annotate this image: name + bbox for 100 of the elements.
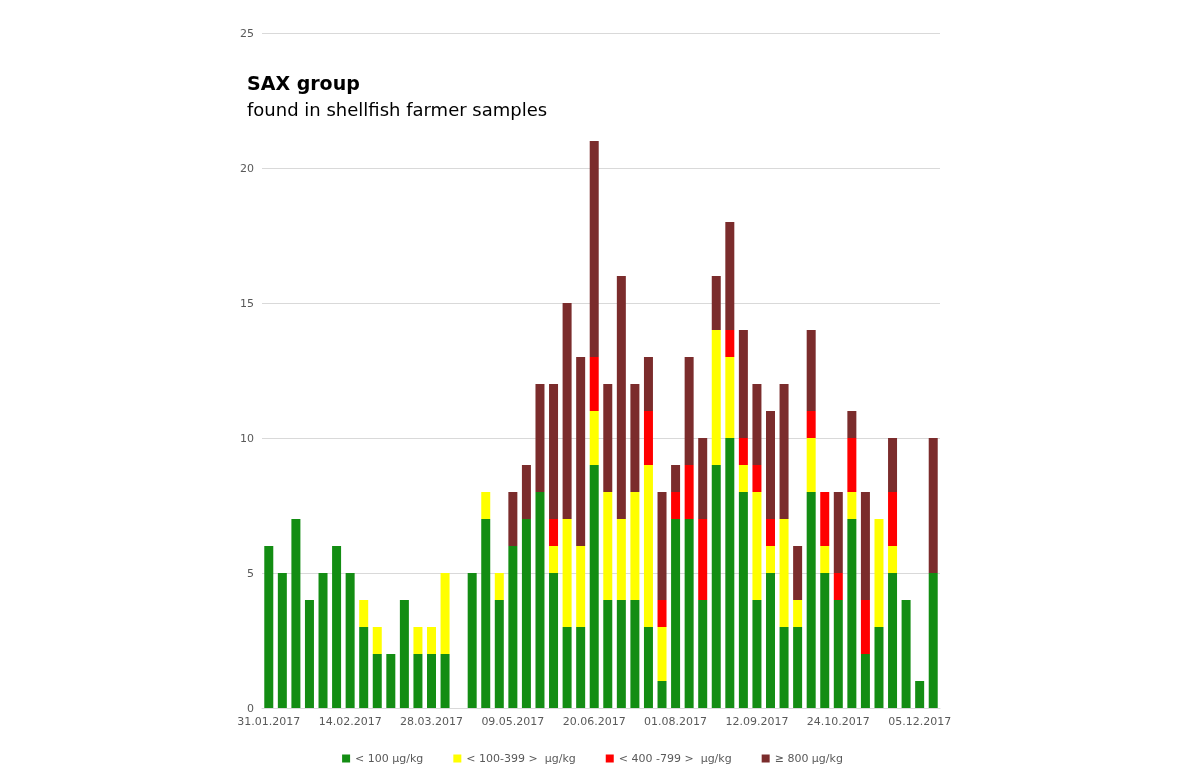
bar (915, 681, 925, 708)
bar (535, 492, 545, 708)
bar (549, 519, 559, 546)
bar (359, 627, 369, 708)
bar (725, 438, 735, 708)
text: SAX group (247, 71, 360, 94)
y-tick-label: 5 (247, 566, 254, 580)
bar (576, 357, 586, 546)
bar (711, 465, 721, 708)
bar (440, 654, 450, 708)
bar (657, 681, 667, 708)
bar (603, 384, 613, 492)
bar (589, 465, 599, 708)
bar (888, 438, 898, 492)
x-tick-label: 09.05.2017 (481, 715, 545, 728)
bar (860, 492, 870, 600)
bar (725, 330, 735, 357)
bar (874, 519, 884, 627)
x-tick-label: 12.09.2017 (725, 715, 789, 728)
bar (806, 411, 816, 438)
y-tick-label: 0 (247, 701, 254, 715)
bar (806, 492, 816, 708)
y-tick-label: 25 (240, 26, 254, 40)
bar (766, 411, 775, 519)
bar (738, 438, 748, 465)
y-tick-label: 20 (240, 161, 254, 175)
bar (671, 465, 681, 492)
bar (616, 276, 626, 519)
bar (671, 519, 681, 708)
bar (860, 600, 870, 654)
bar (684, 465, 694, 519)
bar (345, 573, 355, 708)
bar (725, 222, 735, 330)
bar (738, 465, 748, 492)
bar (657, 600, 667, 627)
bar (643, 465, 653, 627)
bar (738, 492, 748, 708)
bar (752, 492, 762, 600)
bar (860, 654, 870, 708)
bar (603, 600, 613, 708)
bar (847, 438, 857, 492)
bar (874, 627, 884, 708)
bar (833, 573, 843, 600)
bar (467, 573, 477, 708)
bar (888, 573, 898, 708)
bar (779, 384, 789, 519)
bar (698, 600, 708, 708)
bar (793, 546, 803, 600)
bar (793, 600, 803, 627)
bar (806, 438, 816, 492)
bar (684, 357, 694, 465)
x-tick-label: 24.10.2017 (806, 715, 870, 728)
legend-label: < 100 µg/kg (355, 752, 424, 765)
bar (928, 573, 938, 708)
x-tick-label: 20.06.2017 (562, 715, 626, 728)
x-tick-label: 31.01.2017 (237, 715, 301, 728)
bar (738, 330, 748, 438)
bar (888, 492, 898, 546)
bar (752, 465, 762, 492)
bar (603, 492, 613, 600)
bar (576, 546, 586, 627)
bar (277, 573, 287, 708)
bar (657, 627, 667, 681)
bar (698, 438, 708, 519)
bar (888, 546, 898, 573)
bar (589, 141, 599, 357)
legend-label: < 100-399 > µg/kg (466, 752, 576, 765)
bar (521, 519, 531, 708)
bar (549, 573, 559, 708)
bar (820, 492, 830, 546)
text: found in shellfish farmer samples (247, 98, 548, 120)
bar (752, 600, 762, 708)
bar (671, 492, 681, 519)
bar (847, 492, 857, 519)
bar (589, 357, 599, 411)
bar (643, 357, 653, 411)
bar (427, 654, 436, 708)
bar (766, 546, 775, 573)
bar (494, 573, 504, 600)
legend-label: < 400 -799 > µg/kg (618, 752, 732, 765)
bar (549, 384, 559, 519)
bar (508, 492, 518, 546)
bar (562, 519, 572, 627)
y-tick-label: 10 (240, 431, 254, 445)
y-tick-label: 15 (240, 296, 254, 310)
x-tick-label: 01.08.2017 (644, 715, 708, 728)
bar (657, 492, 667, 600)
bar (766, 519, 775, 546)
bar (820, 573, 830, 708)
bar (386, 654, 396, 708)
bar (440, 573, 450, 654)
bar (766, 573, 775, 708)
bar (833, 492, 843, 573)
bar (508, 546, 518, 708)
bar (372, 627, 382, 654)
bar (684, 519, 694, 708)
bar (833, 600, 843, 708)
bar (643, 627, 653, 708)
bar (630, 384, 640, 492)
bar (304, 600, 314, 708)
